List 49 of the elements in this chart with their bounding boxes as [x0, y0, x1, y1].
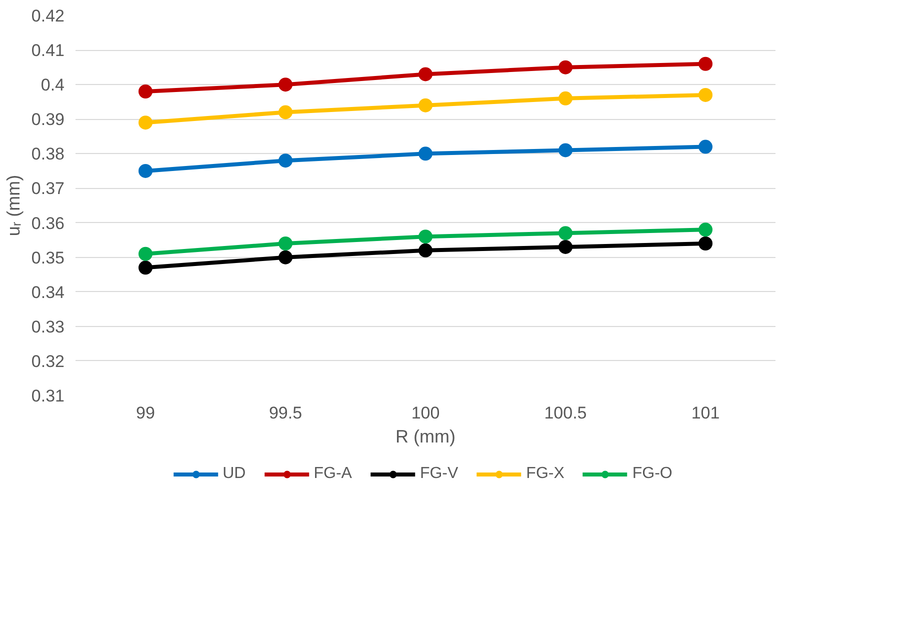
- x-axis-title: R (mm): [396, 426, 456, 446]
- point: [138, 84, 152, 98]
- point: [698, 140, 712, 154]
- point: [558, 91, 572, 106]
- legend-label: UD: [222, 465, 246, 483]
- legend-label: FG-V: [420, 465, 458, 483]
- point: [698, 56, 712, 71]
- point: [698, 236, 712, 250]
- point: [138, 246, 152, 261]
- y-tick-label: 0.37: [31, 179, 65, 198]
- y-tick-label: 0.4: [40, 76, 65, 95]
- point: [698, 222, 712, 237]
- point: [418, 230, 432, 244]
- point: [138, 164, 152, 178]
- y-tick-label: 0.42: [31, 6, 65, 26]
- point: [418, 243, 432, 258]
- point: [278, 154, 292, 168]
- x-tick-label: 100.5: [544, 404, 587, 422]
- y-axis-title: uᵣ (mm): [3, 174, 24, 236]
- y-tick-label: 0.38: [31, 144, 65, 164]
- point: [138, 260, 152, 275]
- y-tick-label: 0.33: [31, 317, 65, 336]
- point: [558, 240, 572, 254]
- y-tick-label: 0.31: [31, 386, 65, 406]
- y-tick-label: 0.32: [31, 352, 65, 371]
- point: [278, 250, 292, 264]
- y-tick-label: 0.41: [31, 41, 65, 60]
- point: [418, 67, 432, 82]
- y-tick-label: 0.39: [31, 110, 65, 130]
- y-tick-label: 0.36: [31, 214, 65, 233]
- point: [558, 226, 572, 240]
- point: [558, 143, 572, 158]
- point: [418, 146, 432, 161]
- point: [698, 88, 712, 102]
- point: [278, 105, 292, 120]
- point: [558, 60, 572, 74]
- x-tick-label: 100: [411, 404, 440, 422]
- point: [418, 98, 432, 112]
- y-tick-label: 0.34: [31, 282, 65, 302]
- x-tick-label: 99: [136, 404, 155, 422]
- legend-label: FG-X: [526, 465, 564, 483]
- x-tick-label: 99.5: [268, 404, 302, 422]
- legend-label: FG-A: [314, 465, 352, 483]
- point: [278, 78, 292, 92]
- y-tick-label: 0.35: [31, 248, 65, 268]
- x-tick-label: 101: [691, 404, 720, 422]
- point: [138, 116, 152, 130]
- legend-label: FG-O: [632, 465, 672, 483]
- point: [278, 236, 292, 250]
